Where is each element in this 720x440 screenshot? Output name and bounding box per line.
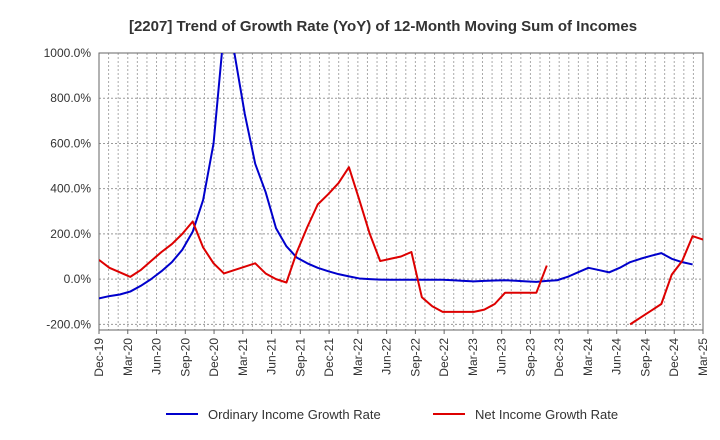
x-tick-label: Dec-24 — [667, 338, 681, 377]
x-tick-label: Mar-20 — [121, 338, 135, 376]
y-tick-label: 0.0% — [64, 272, 92, 286]
x-tick-label: Dec-22 — [437, 338, 451, 377]
y-tick-label: 600.0% — [50, 136, 91, 150]
y-tick-label: 800.0% — [50, 91, 91, 105]
series-2 — [99, 166, 703, 326]
series-line — [629, 235, 703, 326]
x-tick-label: Mar-24 — [581, 338, 595, 376]
x-tick-label: Dec-19 — [92, 338, 106, 377]
x-tick-label: Mar-22 — [351, 338, 365, 376]
axes: -200.0% 0.0% 200.0% 400.0% 600.0% 800.0% 1000.… — [44, 46, 710, 377]
grid — [98, 52, 704, 330]
x-tick-label: Dec-21 — [322, 338, 336, 377]
x-tick-label: Jun-20 — [150, 338, 164, 375]
legend: Ordinary Income Growth Rate Net Income Gr… — [166, 407, 618, 422]
x-tick-label: Jun-21 — [265, 338, 279, 375]
chart-title: [2207] Trend of Growth Rate (YoY) of 12-… — [129, 18, 637, 35]
x-tick-label: Sep-22 — [408, 338, 422, 377]
x-tick-label: Sep-20 — [178, 338, 192, 377]
x-tick-label: Dec-23 — [552, 338, 566, 377]
legend-label: Ordinary Income Growth Rate — [208, 407, 381, 422]
y-tick-label: 1000.0% — [44, 46, 92, 60]
x-tick-label: Jun-23 — [495, 338, 509, 375]
x-tick-label: Dec-20 — [207, 338, 221, 377]
series-1 — [99, 53, 693, 300]
x-tick-label: Mar-23 — [466, 338, 480, 376]
plot-frame — [98, 52, 704, 331]
y-tick-label: 400.0% — [50, 182, 91, 196]
series-line — [99, 166, 548, 313]
x-tick-label: Mar-25 — [696, 338, 710, 376]
y-tick-label: -200.0% — [46, 317, 91, 331]
x-tick-label: Mar-21 — [236, 338, 250, 376]
x-tick-label: Sep-23 — [523, 338, 537, 377]
x-tick-label: Jun-22 — [380, 338, 394, 375]
x-tick-label: Sep-24 — [638, 338, 652, 377]
legend-label: Net Income Growth Rate — [475, 407, 618, 422]
series-layer — [99, 53, 703, 326]
x-tick-label: Jun-24 — [610, 338, 624, 375]
y-tick-label: 200.0% — [50, 227, 91, 241]
series-line — [99, 53, 693, 300]
x-tick-label: Sep-21 — [293, 338, 307, 377]
